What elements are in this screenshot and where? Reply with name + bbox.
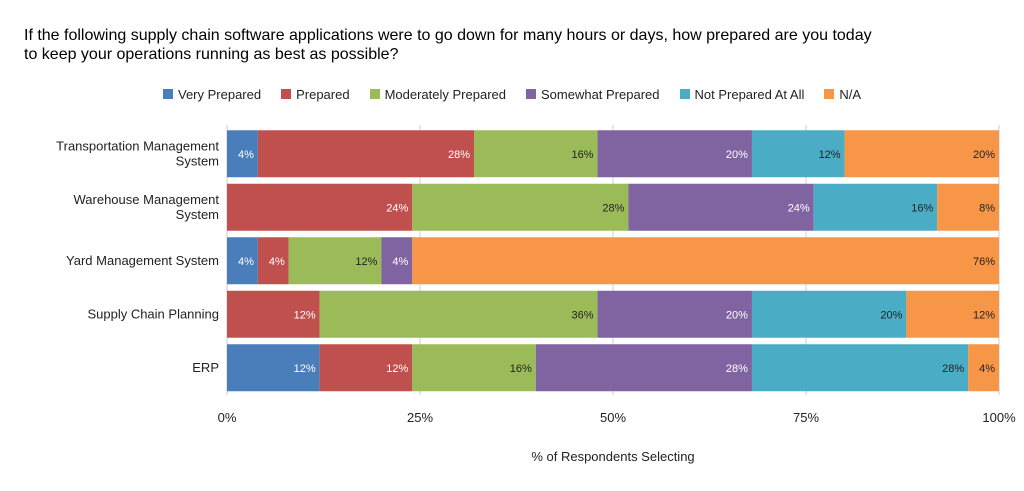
legend-label-0: Very Prepared: [177, 86, 262, 102]
data-label-0-3: 20%: [726, 149, 748, 161]
legend-swatch-2: [369, 89, 380, 99]
data-label-4-4: 28%: [942, 363, 964, 375]
bar-1-1: [227, 183, 413, 231]
bar-0-5: [844, 130, 999, 178]
legend-item-1: Prepared: [281, 86, 350, 102]
bar-1-5: [937, 183, 999, 231]
bar-2-5: [412, 237, 999, 285]
legend-item-0: Very Prepared: [162, 86, 262, 102]
legend-item-4: Not Prepared At All: [679, 86, 805, 102]
category-label-4-line-0: ERP: [192, 360, 219, 375]
bar-4-1: [319, 344, 413, 392]
data-label-4-2: 16%: [510, 363, 532, 375]
data-label-2-1: 4%: [269, 256, 285, 268]
data-label-1-3: 24%: [788, 202, 810, 214]
data-label-3-2: 36%: [572, 309, 594, 321]
category-label-0-line-0: Transportation Management: [56, 138, 219, 153]
legend-label-3: Somewhat Prepared: [540, 86, 660, 102]
data-label-3-5: 12%: [973, 309, 995, 321]
data-label-1-2: 28%: [602, 202, 624, 214]
legend-swatch-0: [162, 89, 173, 99]
category-label-1-line-1: System: [176, 207, 219, 222]
data-label-4-5: 4%: [979, 363, 995, 375]
data-label-3-3: 20%: [726, 309, 748, 321]
bar-0-1: [257, 130, 475, 178]
data-label-2-2: 12%: [355, 256, 377, 268]
data-label-2-3: 4%: [392, 256, 408, 268]
legend-swatch-1: [281, 89, 292, 99]
data-label-3-4: 20%: [880, 309, 902, 321]
x-tick-label-4: 100%: [982, 410, 1016, 425]
legend-item-3: Somewhat Prepared: [525, 86, 660, 102]
bar-1-3: [628, 183, 814, 231]
chart-title: If the following supply chain software a…: [24, 26, 1014, 64]
bar-1-2: [412, 183, 629, 231]
bar-1-4: [813, 183, 938, 231]
bar-2-2: [288, 237, 382, 285]
data-label-2-5: 76%: [973, 256, 995, 268]
chart-title-line-1: If the following supply chain software a…: [24, 27, 872, 44]
data-label-4-3: 28%: [726, 363, 748, 375]
bar-0-3: [597, 130, 752, 178]
bar-2-1: [257, 237, 289, 285]
x-tick-label-2: 50%: [600, 410, 626, 425]
data-label-4-0: 12%: [294, 363, 316, 375]
data-label-2-0: 4%: [238, 256, 254, 268]
bar-3-5: [906, 290, 999, 338]
bar-2-3: [381, 237, 413, 285]
x-axis-title: % of Respondents Selecting: [531, 449, 695, 464]
data-label-1-5: 8%: [979, 202, 995, 214]
x-tick-label-1: 25%: [407, 410, 433, 425]
bar-3-2: [319, 290, 598, 338]
category-label-0-line-1: System: [176, 153, 219, 168]
chart-legend: Very Prepared Prepared Moderately Prepared…: [0, 86, 1024, 102]
category-label-2-line-0: Yard Management System: [66, 253, 219, 268]
bar-0-0: [227, 130, 258, 178]
data-label-1-4: 16%: [911, 202, 933, 214]
bar-4-0: [227, 344, 320, 392]
bar-4-2: [412, 344, 536, 392]
bar-0-2: [474, 130, 598, 178]
bar-3-4: [751, 290, 907, 338]
data-label-0-5: 20%: [973, 149, 995, 161]
category-label-1-line-0: Warehouse Management: [74, 192, 220, 207]
legend-label-2: Moderately Prepared: [384, 86, 506, 102]
x-tick-label-0: 0%: [218, 410, 237, 425]
bar-3-1: [227, 290, 320, 338]
data-label-0-2: 16%: [572, 149, 594, 161]
data-label-1-1: 24%: [386, 202, 408, 214]
chart-title-line-2: to keep your operations running as best …: [24, 46, 399, 63]
data-label-4-1: 12%: [386, 363, 408, 375]
legend-label-4: Not Prepared At All: [694, 86, 805, 102]
category-label-3-line-0: Supply Chain Planning: [87, 306, 219, 321]
data-label-0-0: 4%: [238, 149, 254, 161]
legend-label-5: N/A: [839, 86, 862, 102]
legend-swatch-5: [824, 89, 835, 99]
legend-label-1: Prepared: [296, 86, 350, 102]
legend-item-5: N/A: [824, 86, 861, 102]
bar-4-4: [751, 344, 969, 392]
bar-4-3: [535, 344, 752, 392]
data-label-0-1: 28%: [448, 149, 470, 161]
legend-swatch-3: [525, 89, 536, 99]
x-tick-label-3: 75%: [793, 410, 819, 425]
bar-3-3: [597, 290, 752, 338]
bar-2-0: [227, 237, 258, 285]
legend-swatch-4: [679, 89, 690, 99]
data-label-3-1: 12%: [294, 309, 316, 321]
bar-0-4: [751, 130, 845, 178]
bar-4-5: [968, 344, 999, 392]
legend-item-2: Moderately Prepared: [369, 86, 506, 102]
data-label-0-4: 12%: [819, 149, 841, 161]
